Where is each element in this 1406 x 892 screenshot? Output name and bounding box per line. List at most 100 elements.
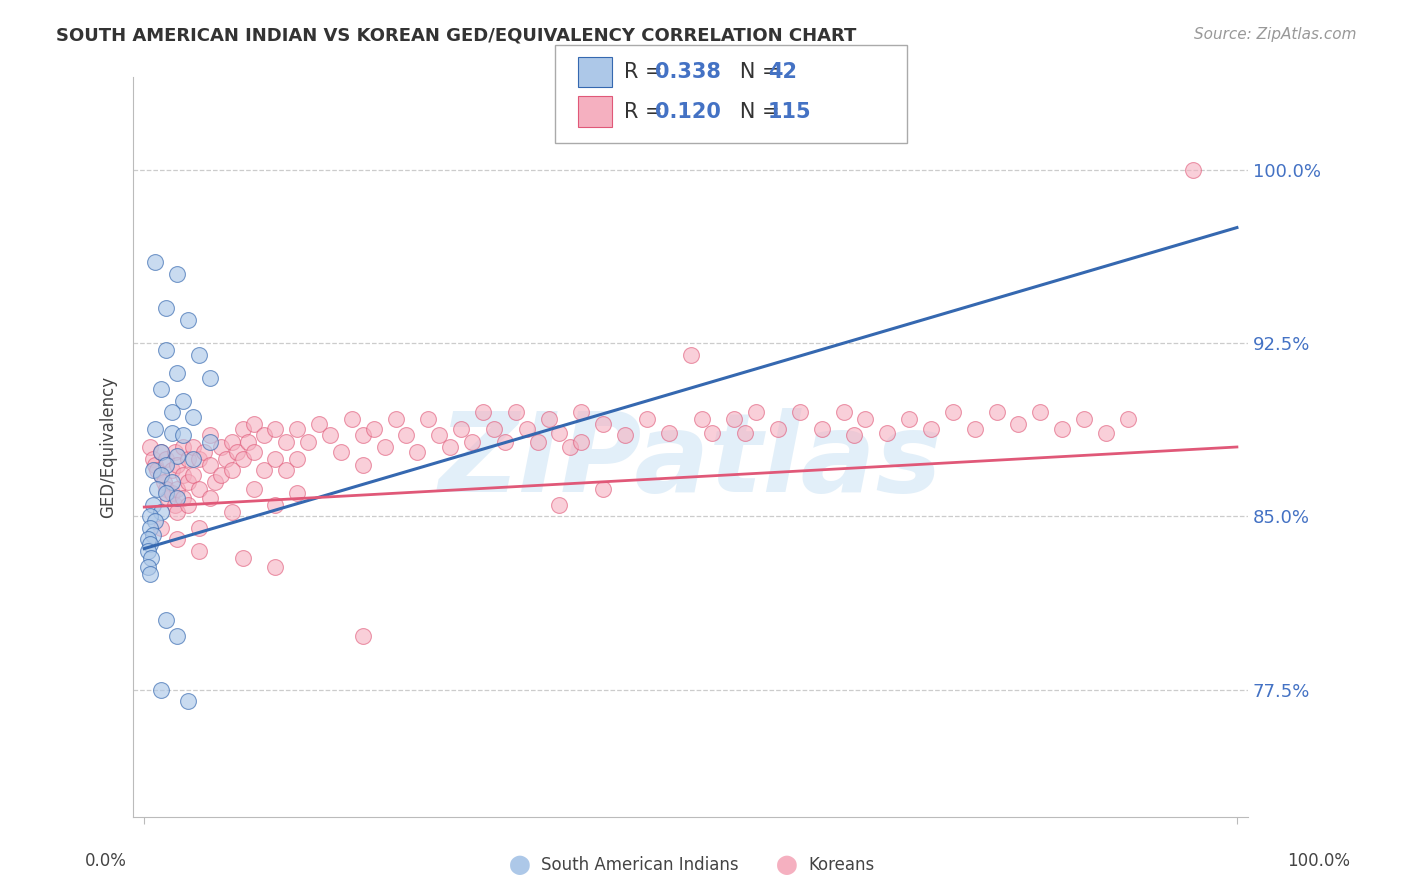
Point <box>166 482 188 496</box>
Point <box>242 417 264 431</box>
Point <box>209 467 232 482</box>
Point <box>285 451 308 466</box>
Point <box>138 440 160 454</box>
Point <box>329 444 352 458</box>
Point <box>418 412 440 426</box>
Point <box>166 366 188 380</box>
Point <box>183 467 205 482</box>
Text: Source: ZipAtlas.com: Source: ZipAtlas.com <box>1194 27 1357 42</box>
Point <box>614 428 637 442</box>
Point <box>215 451 238 466</box>
Point <box>702 426 724 441</box>
Point <box>143 421 166 435</box>
Point <box>1094 426 1116 441</box>
Point <box>157 491 180 505</box>
Point <box>1182 162 1205 177</box>
Point <box>297 435 319 450</box>
Point <box>155 486 177 500</box>
Point <box>363 421 385 435</box>
Point <box>172 440 194 454</box>
Point <box>143 514 166 528</box>
Point <box>319 428 342 442</box>
Text: R =: R = <box>624 102 669 121</box>
Point <box>198 491 221 505</box>
Point <box>166 458 188 473</box>
Point <box>183 409 205 424</box>
Point <box>149 505 172 519</box>
Point <box>136 560 159 574</box>
Text: R =: R = <box>624 62 669 82</box>
Point <box>920 421 942 435</box>
Point <box>187 482 209 496</box>
Point <box>844 428 866 442</box>
Point <box>149 444 172 458</box>
Point <box>187 451 209 466</box>
Point <box>166 491 188 505</box>
Point <box>832 405 855 419</box>
Text: 42: 42 <box>768 62 797 82</box>
Y-axis label: GED/Equivalency: GED/Equivalency <box>100 376 117 518</box>
Point <box>285 421 308 435</box>
Point <box>690 412 713 426</box>
Point <box>242 482 264 496</box>
Point <box>177 475 200 489</box>
Point <box>221 505 243 519</box>
Point <box>427 428 450 442</box>
Text: Koreans: Koreans <box>808 856 875 874</box>
Point <box>253 428 276 442</box>
Text: ⬤: ⬤ <box>509 855 531 875</box>
Point <box>177 498 200 512</box>
Point <box>143 255 166 269</box>
Point <box>142 451 165 466</box>
Point <box>226 444 249 458</box>
Text: 0.338: 0.338 <box>655 62 721 82</box>
Point <box>548 426 571 441</box>
Point <box>810 421 832 435</box>
Text: N =: N = <box>720 62 786 82</box>
Point <box>166 449 188 463</box>
Point <box>592 482 614 496</box>
Point <box>143 458 166 473</box>
Point <box>149 382 172 396</box>
Point <box>537 412 560 426</box>
Text: 0.120: 0.120 <box>655 102 721 121</box>
Point <box>177 313 200 327</box>
Point <box>160 405 183 419</box>
Point <box>1050 421 1073 435</box>
Point <box>560 440 582 454</box>
Point <box>569 405 592 419</box>
Point <box>136 533 159 547</box>
Point <box>142 528 165 542</box>
Point <box>155 458 177 473</box>
Point <box>548 498 571 512</box>
Point <box>183 440 205 454</box>
Point <box>138 509 160 524</box>
Point <box>439 440 461 454</box>
Point <box>149 467 172 482</box>
Text: 0.0%: 0.0% <box>84 852 127 870</box>
Point <box>232 451 254 466</box>
Point <box>461 435 484 450</box>
Point <box>163 498 186 512</box>
Point <box>285 486 308 500</box>
Point <box>187 521 209 535</box>
Point <box>187 544 209 558</box>
Point <box>264 421 287 435</box>
Point <box>193 444 215 458</box>
Point <box>406 444 429 458</box>
Point <box>177 451 200 466</box>
Point <box>516 421 538 435</box>
Point <box>658 426 681 441</box>
Point <box>898 412 921 426</box>
Text: 115: 115 <box>768 102 811 121</box>
Point <box>136 544 159 558</box>
Point <box>450 421 472 435</box>
Point <box>142 463 165 477</box>
Point <box>374 440 396 454</box>
Point <box>276 463 298 477</box>
Point <box>636 412 658 426</box>
Point <box>766 421 789 435</box>
Point <box>163 444 186 458</box>
Point <box>734 426 756 441</box>
Point <box>526 435 548 450</box>
